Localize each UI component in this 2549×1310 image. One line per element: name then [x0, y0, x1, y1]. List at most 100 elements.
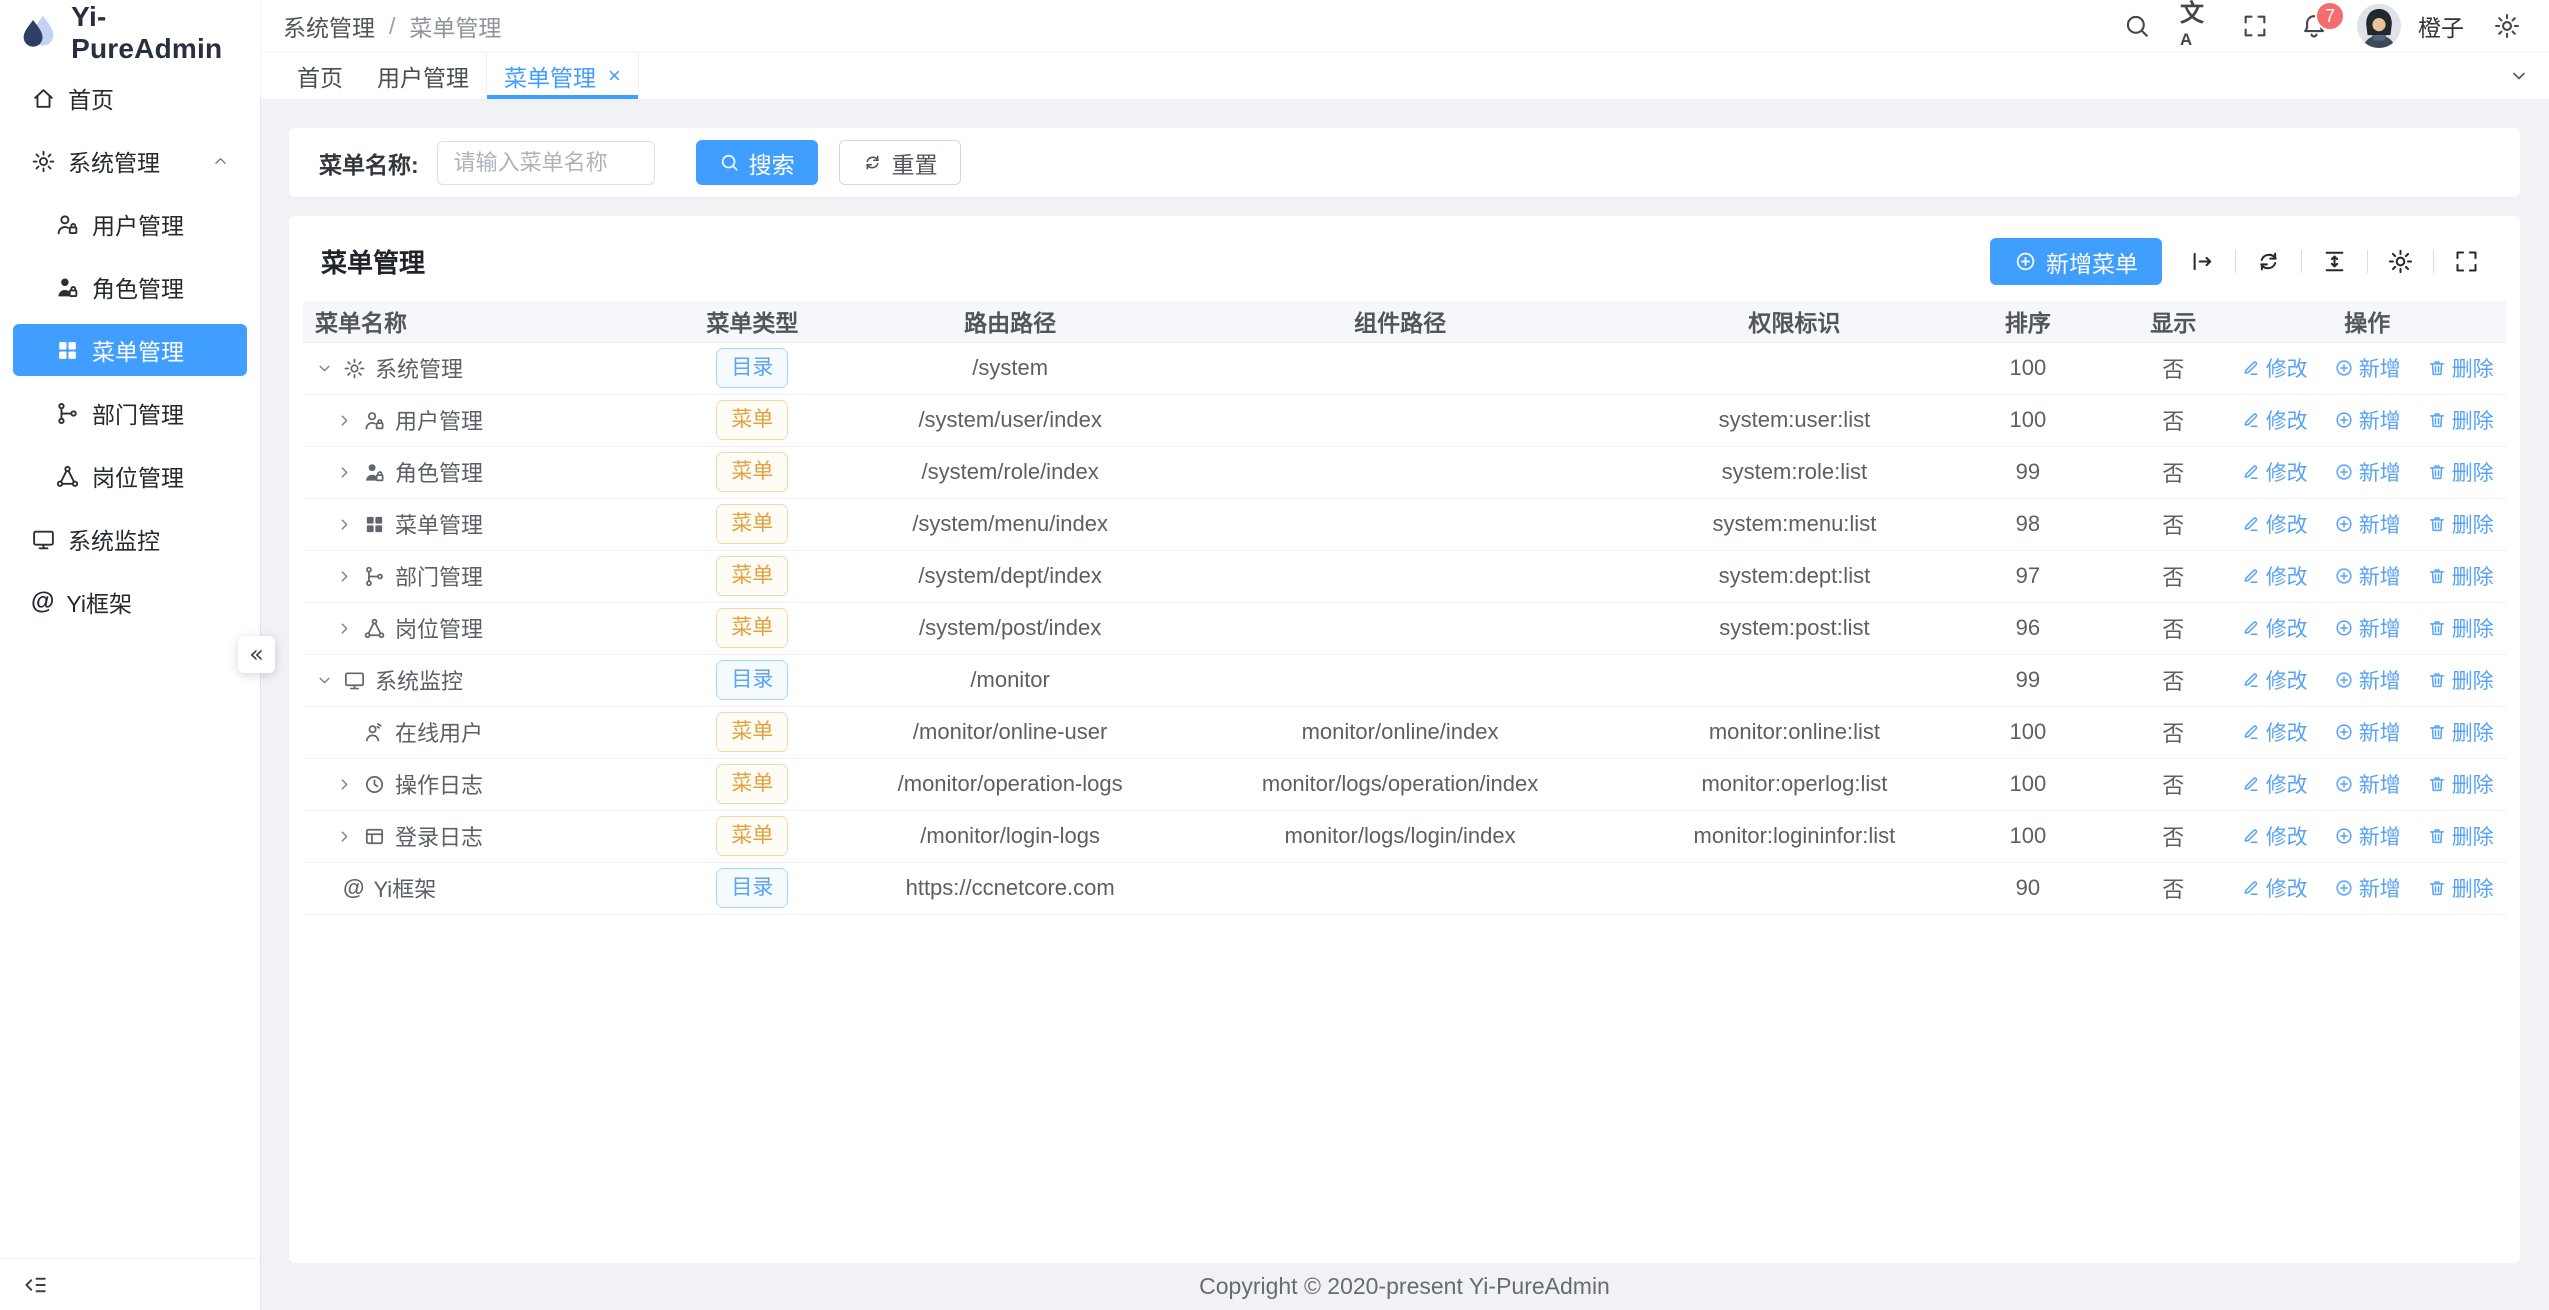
- expand-row-button[interactable]: [335, 411, 363, 430]
- sidebar-item-home[interactable]: 首页: [13, 72, 247, 124]
- menu-name-cell: 在线用户: [303, 706, 634, 759]
- toolbar-density-button[interactable]: [2321, 248, 2348, 275]
- delete-link[interactable]: 删除: [2427, 353, 2494, 383]
- chevron-right-icon: [341, 518, 348, 530]
- add-link[interactable]: 新增: [2334, 561, 2401, 591]
- toolbar-arrow-bar-button[interactable]: [2189, 248, 2216, 275]
- tab-user-management[interactable]: 用户管理: [360, 53, 486, 99]
- edit-link[interactable]: 修改: [2241, 769, 2308, 799]
- edit-link[interactable]: 修改: [2241, 561, 2308, 591]
- toolbar-gear-button[interactable]: [2387, 248, 2414, 275]
- add-link[interactable]: 新增: [2334, 717, 2401, 747]
- add-link[interactable]: 新增: [2334, 769, 2401, 799]
- trash-icon: [2429, 881, 2444, 896]
- sidebar-item-system-monitor[interactable]: 系统监控: [13, 513, 247, 565]
- fullscreen-icon: [2456, 251, 2477, 272]
- edit-link[interactable]: 修改: [2241, 821, 2308, 851]
- edit-link[interactable]: 修改: [2241, 717, 2308, 747]
- route-path-cell: /monitor/operation-logs: [871, 758, 1149, 811]
- navbar-fullscreen-button[interactable]: [2239, 10, 2271, 42]
- add-link[interactable]: 新增: [2334, 873, 2401, 903]
- gear-icon: [2494, 13, 2520, 39]
- tab-home[interactable]: 首页: [280, 53, 360, 99]
- sidebar-item-post-management[interactable]: 岗位管理: [13, 450, 247, 502]
- menu-type-tag: 菜单: [716, 451, 789, 493]
- close-icon[interactable]: ×: [608, 63, 621, 88]
- route-path-cell: /monitor/online-user: [871, 706, 1149, 759]
- expand-row-button[interactable]: [335, 463, 363, 482]
- toolbar-fullscreen-button[interactable]: [2453, 248, 2480, 275]
- add-link[interactable]: 新增: [2334, 509, 2401, 539]
- delete-link[interactable]: 删除: [2427, 717, 2494, 747]
- plus-circle-icon: [2336, 776, 2352, 792]
- add-link[interactable]: 新增: [2334, 405, 2401, 435]
- toolbar-refresh-button[interactable]: [2255, 248, 2282, 275]
- delete-link[interactable]: 删除: [2427, 509, 2494, 539]
- permission-cell: system:menu:list: [1651, 498, 1938, 551]
- expand-row-button[interactable]: [335, 515, 363, 534]
- menu-table: 菜单名称 菜单类型 路由路径 组件路径 权限标识 排序 显示 操作 系统管理 目录/system…: [303, 301, 2506, 915]
- search-button[interactable]: 搜索: [695, 140, 818, 185]
- edit-link[interactable]: 修改: [2241, 457, 2308, 487]
- add-link[interactable]: 新增: [2334, 821, 2401, 851]
- visible-cell: 否: [2118, 810, 2229, 863]
- delete-link[interactable]: 删除: [2427, 873, 2494, 903]
- tab-menu-management[interactable]: 菜单管理 ×: [486, 53, 639, 99]
- monitor-icon: [345, 671, 364, 689]
- sidebar-item-role-management[interactable]: 角色管理: [13, 261, 247, 313]
- expand-row-button[interactable]: [335, 775, 363, 794]
- delete-link[interactable]: 删除: [2427, 561, 2494, 591]
- edit-icon: [2244, 465, 2258, 479]
- plus-circle-icon: [2336, 828, 2352, 844]
- plus-circle-icon: [2336, 880, 2352, 896]
- avatar[interactable]: [2357, 4, 2401, 48]
- sidebar-item-yi-framework[interactable]: @ Yi框架: [13, 576, 247, 628]
- add-menu-button[interactable]: 新增菜单: [1990, 238, 2162, 285]
- edit-link[interactable]: 修改: [2241, 509, 2308, 539]
- add-link[interactable]: 新增: [2334, 457, 2401, 487]
- edit-link[interactable]: 修改: [2241, 665, 2308, 695]
- add-link[interactable]: 新增: [2334, 665, 2401, 695]
- edit-icon: [2244, 881, 2258, 895]
- add-link[interactable]: 新增: [2334, 353, 2401, 383]
- sidebar-collapse-button[interactable]: «: [238, 636, 275, 673]
- navbar-translate-button[interactable]: 文A: [2180, 2, 2212, 48]
- breadcrumb-item-system[interactable]: 系统管理: [283, 15, 375, 41]
- delete-link[interactable]: 删除: [2427, 665, 2494, 695]
- delete-link[interactable]: 删除: [2427, 613, 2494, 643]
- search-icon: [721, 154, 738, 171]
- sidebar-item-system-management[interactable]: 系统管理: [13, 135, 247, 187]
- navbar-search-button[interactable]: [2121, 10, 2153, 42]
- tab-list-dropdown-button[interactable]: [2497, 53, 2541, 99]
- menu-grid-icon: [59, 341, 76, 359]
- delete-link[interactable]: 删除: [2427, 457, 2494, 487]
- table-card-title: 菜单管理: [321, 248, 426, 278]
- menu-name-input[interactable]: [436, 140, 655, 185]
- navbar-settings-button[interactable]: [2491, 10, 2523, 42]
- component-path-cell: [1148, 498, 1652, 551]
- delete-link[interactable]: 删除: [2427, 769, 2494, 799]
- delete-link[interactable]: 删除: [2427, 405, 2494, 435]
- username[interactable]: 橙子: [2418, 15, 2464, 41]
- navbar-notifications-button[interactable]: 7: [2298, 1, 2345, 42]
- app-logo[interactable]: Yi-PureAdmin: [0, 0, 260, 64]
- collapse-row-button[interactable]: [315, 671, 343, 690]
- sidebar-item-user-management[interactable]: 用户管理: [13, 198, 247, 250]
- edit-link[interactable]: 修改: [2241, 613, 2308, 643]
- edit-link[interactable]: 修改: [2241, 353, 2308, 383]
- expand-row-button[interactable]: [335, 827, 363, 846]
- table-row: 系统监控 目录/monitor 99 否修改 新增 删除: [303, 654, 2506, 707]
- edit-link[interactable]: 修改: [2241, 405, 2308, 435]
- edit-link[interactable]: 修改: [2241, 873, 2308, 903]
- add-link[interactable]: 新增: [2334, 613, 2401, 643]
- sidebar-item-dept-management[interactable]: 部门管理: [13, 387, 247, 439]
- expand-row-button[interactable]: [335, 567, 363, 586]
- search-field-label: 菜单名称:: [319, 151, 419, 178]
- reset-button[interactable]: 重置: [838, 140, 961, 185]
- delete-link[interactable]: 删除: [2427, 821, 2494, 851]
- sidebar-item-menu-management[interactable]: 菜单管理: [13, 324, 247, 376]
- actions-cell: 修改 新增 删除: [2228, 550, 2506, 603]
- collapse-row-button[interactable]: [315, 359, 343, 378]
- home-icon: [34, 88, 53, 108]
- expand-row-button[interactable]: [335, 619, 363, 638]
